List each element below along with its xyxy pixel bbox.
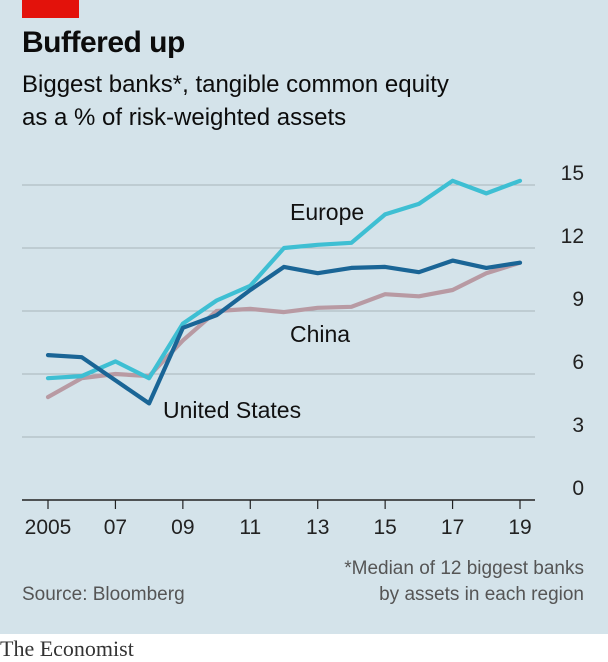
y-tick-label: 0 — [572, 477, 584, 500]
series-line-united-states — [45, 258, 523, 406]
chart-panel — [0, 0, 608, 634]
y-tick-label: 3 — [572, 414, 584, 437]
y-tick-label: 15 — [561, 162, 584, 185]
chart-subtitle-line-1: Biggest banks*, tangible common equity — [22, 71, 449, 98]
x-tick-label: 19 — [508, 516, 531, 539]
x-tick-label: 15 — [373, 516, 396, 539]
x-tick-label: 09 — [171, 516, 194, 539]
source-note: Source: Bloomberg — [22, 584, 185, 605]
series-line-china — [45, 260, 523, 400]
chart-subtitle-line-2: as a % of risk-weighted assets — [22, 104, 347, 131]
series-line-europe — [45, 178, 523, 381]
x-tick-label: 11 — [239, 516, 261, 539]
red-brand-tag — [22, 0, 79, 18]
footnote-line-1: *Median of 12 biggest banks — [344, 558, 584, 579]
x-tick-label: 07 — [104, 516, 127, 539]
x-tick-label: 2005 — [25, 516, 72, 539]
series-label-china: China — [290, 321, 350, 347]
y-tick-label: 9 — [572, 288, 584, 311]
series-label-europe: Europe — [290, 199, 364, 225]
chart-title: Buffered up — [22, 26, 185, 59]
y-tick-label: 12 — [561, 225, 584, 248]
x-tick-label: 13 — [306, 516, 329, 539]
footnote-line-2: by assets in each region — [379, 584, 584, 605]
line-chart: 0 3 6 9 12 15 2005 07 09 11 13 15 17 19 Europe United S… — [22, 162, 584, 539]
series-label-united-states: United States — [163, 397, 301, 423]
x-tick-label: 17 — [441, 516, 464, 539]
brand-logo: The Economist — [0, 636, 134, 661]
y-tick-label: 6 — [572, 351, 584, 374]
